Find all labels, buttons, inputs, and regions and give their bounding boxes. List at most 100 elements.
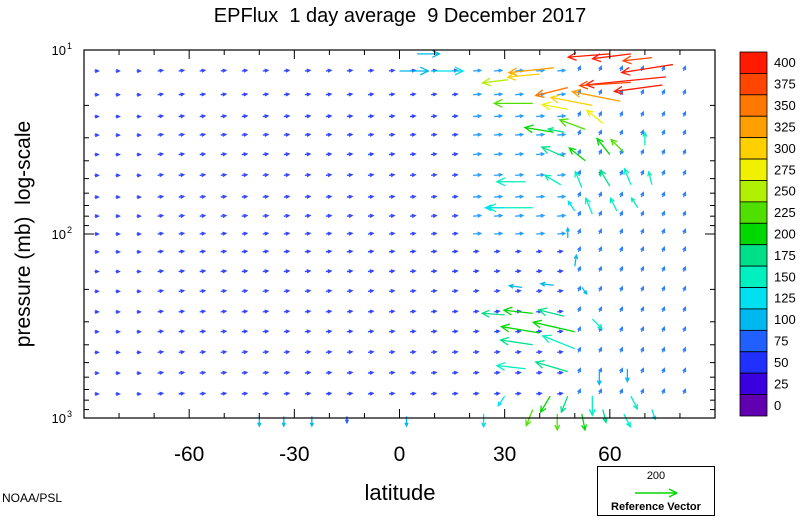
field-vector xyxy=(367,329,375,334)
y-tick-label: 10 xyxy=(52,43,66,58)
field-vector xyxy=(409,391,417,396)
field-vector xyxy=(157,350,165,355)
field-vector xyxy=(283,350,291,355)
field-vector xyxy=(430,132,438,137)
field-vector xyxy=(473,249,480,254)
field-vector xyxy=(409,152,417,157)
field-vector xyxy=(304,132,312,137)
field-vector xyxy=(577,367,582,374)
field-vector xyxy=(241,114,249,119)
field-vector xyxy=(388,288,396,294)
field-vector xyxy=(94,350,100,355)
field-vector xyxy=(409,92,417,97)
field-vector xyxy=(536,152,546,157)
colorbar-swatch xyxy=(739,73,768,96)
field-vector xyxy=(262,231,270,236)
field-vector xyxy=(661,306,666,313)
flux-vector xyxy=(534,86,568,99)
field-vector xyxy=(367,194,375,199)
field-vector xyxy=(367,309,375,314)
colorbar-label: 350 xyxy=(774,98,796,113)
field-vector xyxy=(430,350,438,355)
field-vector xyxy=(598,388,603,395)
field-vector xyxy=(367,152,375,157)
field-vector xyxy=(178,213,186,218)
field-vector xyxy=(577,148,582,155)
field-vector xyxy=(640,110,645,117)
field-vector xyxy=(494,350,501,355)
colorbar-swatch xyxy=(739,201,768,224)
field-vector xyxy=(178,132,186,137)
colorbar-swatch xyxy=(739,180,768,203)
field-vector xyxy=(598,129,603,136)
field-vector xyxy=(283,213,291,218)
field-vector xyxy=(598,191,603,198)
field-vector xyxy=(577,110,582,117)
field-vector xyxy=(452,370,459,375)
field-vector xyxy=(346,249,354,254)
field-vector xyxy=(136,309,142,314)
field-vector xyxy=(388,172,396,178)
field-vector xyxy=(515,132,525,137)
field-vector xyxy=(346,194,354,199)
field-vector xyxy=(557,92,567,97)
field-vector xyxy=(536,114,546,119)
flux-vector xyxy=(554,413,561,432)
field-vector xyxy=(157,172,165,178)
field-vector xyxy=(430,152,438,157)
field-vector xyxy=(199,288,207,294)
field-vector xyxy=(94,370,100,376)
colorbar-label: 400 xyxy=(774,55,796,70)
field-vector xyxy=(199,114,207,119)
flux-vector xyxy=(623,167,632,186)
flux-vector xyxy=(591,318,603,330)
field-vector xyxy=(283,92,291,97)
colorbar-swatch xyxy=(739,308,768,331)
field-vector xyxy=(262,194,270,199)
field-vector xyxy=(473,114,483,119)
field-vector xyxy=(220,249,228,254)
field-vector xyxy=(577,265,582,272)
field-vector xyxy=(325,231,333,236)
y-axis-label: pressure (mb) log-scale xyxy=(12,121,35,347)
field-vector xyxy=(557,249,564,254)
field-vector xyxy=(473,370,480,375)
field-vector xyxy=(115,329,121,334)
field-vector xyxy=(598,265,603,272)
flux-vector xyxy=(630,395,638,411)
field-vector xyxy=(598,110,603,117)
field-vector xyxy=(494,288,501,294)
field-vector xyxy=(452,231,459,236)
field-vector xyxy=(220,194,228,199)
field-vector xyxy=(346,350,354,355)
field-vector xyxy=(325,132,333,137)
field-vector xyxy=(619,265,624,272)
field-vector xyxy=(388,309,396,314)
field-vector xyxy=(536,288,543,294)
field-vector xyxy=(494,329,501,334)
field-vector xyxy=(220,370,228,375)
flux-vector xyxy=(573,253,579,267)
field-vector xyxy=(682,191,687,198)
field-vector xyxy=(94,231,100,237)
reference-vector-value: 200 xyxy=(646,470,666,482)
x-tick-label: -30 xyxy=(279,443,309,466)
field-vector xyxy=(178,68,186,73)
field-vector xyxy=(283,68,291,73)
flux-vector xyxy=(609,138,625,153)
field-vector xyxy=(157,309,165,314)
field-vector xyxy=(367,172,375,178)
flux-vector xyxy=(596,137,611,155)
field-vector xyxy=(262,249,270,254)
field-vector xyxy=(262,92,270,97)
field-vector xyxy=(682,285,687,292)
colorbar-swatch xyxy=(739,137,768,160)
field-vector xyxy=(577,285,582,292)
field-vector xyxy=(661,285,666,292)
field-vector xyxy=(494,68,504,73)
field-vector xyxy=(619,191,624,198)
field-vector xyxy=(619,367,624,374)
field-vector xyxy=(640,88,645,95)
field-vector xyxy=(452,269,459,274)
field-vector xyxy=(661,65,666,72)
